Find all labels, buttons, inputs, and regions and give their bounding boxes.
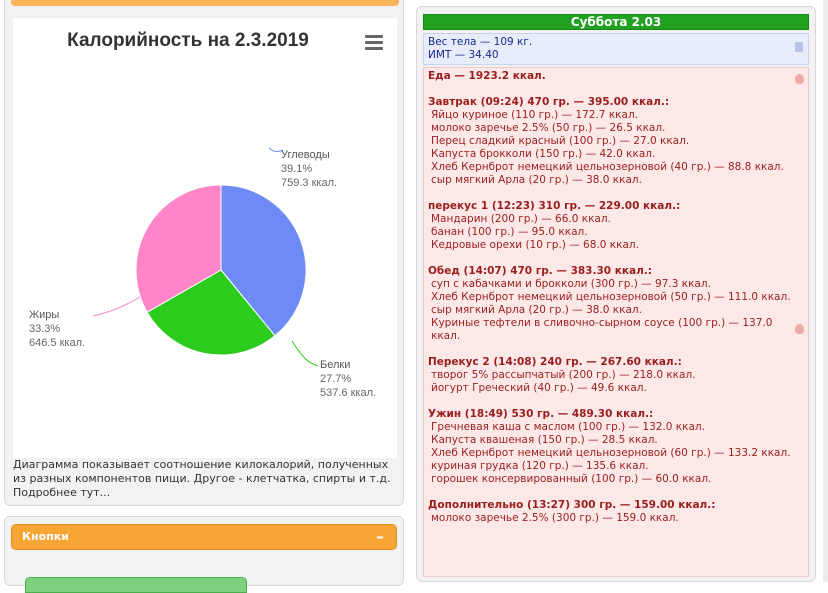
- pie-label-carbs: Углеводы 39.1% 759.3 ккал.: [281, 148, 337, 190]
- connector-protein: [291, 340, 319, 367]
- hand-pointer-icon[interactable]: [795, 324, 804, 334]
- meal-item: Куриные тефтели в сливочно-сырном соусе …: [431, 317, 773, 342]
- meal-title: перекус 1 (12:23) 310 гр. — 229.00 ккал.…: [428, 200, 681, 212]
- meal-item: Яйцо куриное (110 гр.) — 172.7 ккал.: [431, 109, 638, 121]
- hand-pointer-icon[interactable]: [795, 74, 804, 84]
- buttons-title: Кнопки: [22, 530, 69, 543]
- connector-fats: [92, 296, 141, 317]
- meal-item: йогурт Греческий (40 гр.) — 49.6 ккал.: [431, 382, 647, 394]
- meal-item: Кедровые орехи (10 гр.) — 68.0 ккал.: [431, 239, 639, 251]
- meal-block: Дополнительно (13:27) 300 гр. — 159.00 к…: [428, 499, 804, 525]
- panel-top-bar: [11, 0, 399, 6]
- slice-value: 646.5 ккал.: [29, 337, 86, 349]
- slice-value: 537.6 ккал.: [320, 387, 377, 399]
- chart-title: Калорийность на 2.3.2019: [67, 30, 309, 51]
- meal-item: суп с кабачками и брокколи (300 гр.) — 9…: [431, 278, 711, 290]
- meal-title: Обед (14:07) 470 гр. — 383.30 ккал.:: [428, 265, 652, 277]
- connector-carbs: [268, 147, 284, 153]
- meal-item: творог 5% рассыпчатый (200 гр.) — 218.0 …: [431, 369, 696, 381]
- meal-item: молоко заречье 2.5% (50 гр.) — 26.5 ккал…: [431, 122, 666, 134]
- slice-percent: 33.3%: [29, 323, 61, 335]
- body-metrics-box: Вес тела — 109 кг. ИМТ — 34.40: [423, 33, 809, 65]
- meal-title: Завтрак (09:24) 470 гр. — 395.00 ккал.:: [428, 96, 670, 108]
- slice-name: Углеводы: [281, 149, 330, 161]
- slice-name: Жиры: [29, 309, 60, 321]
- meal-block: Завтрак (09:24) 470 гр. — 395.00 ккал.: Я…: [428, 96, 804, 187]
- meal-item: Гречневая каша с маслом (100 гр.) — 132.…: [431, 421, 705, 433]
- body-weight: Вес тела — 109 кг.: [428, 36, 533, 48]
- meal-item: сыр мягкий Арла (20 гр.) — 38.0 ккал.: [431, 304, 642, 316]
- slice-value: 759.3 ккал.: [281, 177, 338, 189]
- calorie-chart-card: Калорийность на 2.3.2019 Углеводы 39.1% …: [13, 18, 397, 458]
- meal-item: Капуста квашеная (150 гр.) — 28.5 ккал.: [431, 434, 658, 446]
- meal-block: Обед (14:07) 470 гр. — 383.30 ккал.: суп …: [428, 265, 804, 343]
- hamburger-menu-icon[interactable]: [365, 35, 383, 50]
- bmi: ИМТ — 34.40: [428, 49, 499, 61]
- pie-slice-carbs[interactable]: [220, 184, 307, 337]
- meal-title: Ужин (18:49) 530 гр. — 489.30 ккал.:: [428, 408, 654, 420]
- pie-label-fats: Жиры 33.3% 646.5 ккал.: [29, 308, 85, 350]
- meal-block: Перекус 2 (14:08) 240 гр. — 267.60 ккал.…: [428, 356, 804, 395]
- day-panel: Суббота 2.03 Вес тела — 109 кг. ИМТ — 34…: [416, 6, 816, 582]
- meal-item: Хлеб Кернброт немецкий цельнозерновой (5…: [431, 291, 791, 303]
- pie-slice-protein[interactable]: [146, 269, 276, 356]
- slice-percent: 27.7%: [320, 373, 352, 385]
- chart-panel: Калорийность на 2.3.2019 Углеводы 39.1% …: [4, 0, 404, 506]
- chart-description: Диаграмма показывает соотношение килокал…: [13, 458, 391, 499]
- meal-title: Перекус 2 (14:08) 240 гр. — 267.60 ккал.…: [428, 356, 682, 368]
- meals-list: Завтрак (09:24) 470 гр. — 395.00 ккал.: Я…: [428, 96, 804, 525]
- pie-chart: [92, 147, 319, 367]
- pie-slice-fats[interactable]: [135, 184, 222, 313]
- meal-item: Мандарин (200 гр.) — 66.0 ккал.: [431, 213, 611, 225]
- scrollbar[interactable]: [823, 0, 828, 582]
- pie-label-protein: Белки 27.7% 537.6 ккал.: [320, 358, 376, 400]
- meal-item: сыр мягкий Арла (20 гр.) — 38.0 ккал.: [431, 174, 642, 186]
- meal-item: банан (100 гр.) — 95.0 ккал.: [431, 226, 588, 238]
- food-log-box: Еда — 1923.2 ккал. Завтрак (09:24) 470 г…: [423, 67, 809, 577]
- slice-percent: 39.1%: [281, 163, 313, 175]
- meal-item: Перец сладкий красный (100 гр.) — 27.0 к…: [431, 135, 690, 147]
- food-total: Еда — 1923.2 ккал.: [428, 70, 546, 82]
- meal-item: Хлеб Кернброт немецкий цельнозерновой (4…: [431, 161, 784, 173]
- slice-name: Белки: [320, 359, 351, 371]
- collapse-button[interactable]: –: [376, 527, 384, 546]
- meal-item: Капуста брокколи (150 гр.) — 42.0 ккал.: [431, 148, 656, 160]
- buttons-header[interactable]: Кнопки –: [11, 524, 397, 550]
- meal-item: молоко заречье 2.5% (300 гр.) — 159.0 кк…: [431, 512, 679, 524]
- edit-weight-icon[interactable]: [795, 42, 803, 52]
- meal-title: Дополнительно (13:27) 300 гр. — 159.00 к…: [428, 499, 716, 511]
- meal-item: куриная грудка (120 гр.) — 135.6 ккал.: [431, 460, 649, 472]
- green-action-button[interactable]: [25, 577, 247, 593]
- meal-block: перекус 1 (12:23) 310 гр. — 229.00 ккал.…: [428, 200, 804, 252]
- buttons-panel: Кнопки –: [4, 516, 404, 593]
- meal-block: Ужин (18:49) 530 гр. — 489.30 ккал.: Греч…: [428, 408, 804, 486]
- meal-item: горошек консервированный (100 гр.) — 60.…: [431, 473, 712, 485]
- day-header: Суббота 2.03: [423, 14, 809, 30]
- meal-item: Хлеб Кернброт немецкий цельнозерновой (6…: [431, 447, 791, 459]
